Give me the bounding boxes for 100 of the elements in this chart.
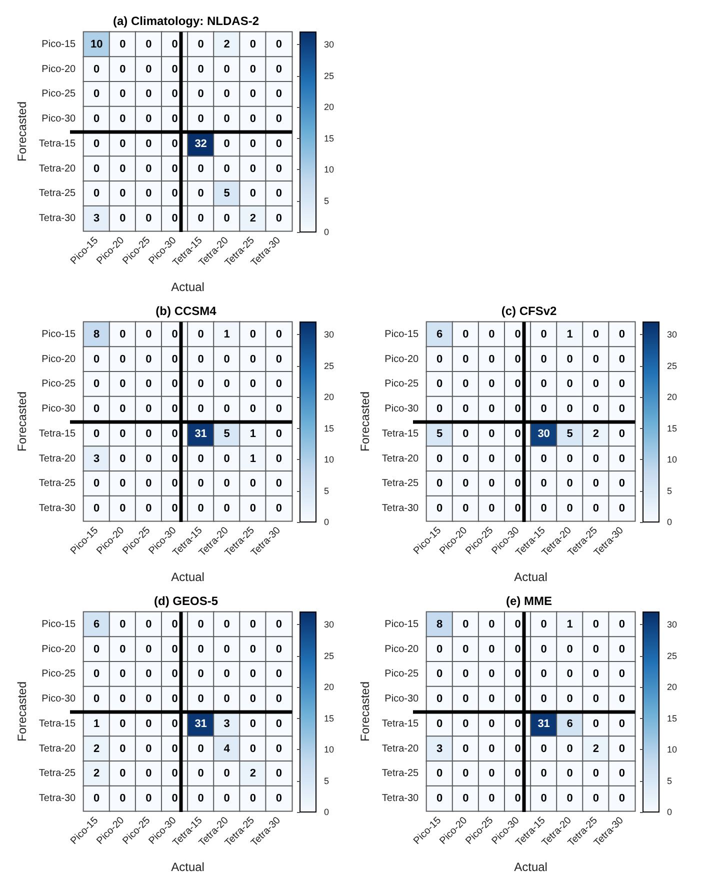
- data-label: 0: [276, 768, 282, 780]
- chart-title: (a) Climatology: NLDAS-2: [112, 14, 260, 28]
- data-label: 0: [146, 88, 152, 100]
- data-label: 0: [172, 353, 178, 366]
- data-label: 0: [462, 742, 469, 755]
- y-axis-title: Forecasted: [358, 391, 372, 452]
- color-bar-label: 25: [324, 650, 334, 661]
- data-label: 0: [514, 328, 521, 340]
- data-label: 31: [194, 718, 207, 730]
- data-label: 0: [198, 792, 204, 805]
- color-bar-label: 25: [324, 70, 334, 81]
- data-label: 0: [276, 38, 282, 50]
- data-label: 0: [566, 768, 573, 780]
- y-tick-label: Tetra-20: [38, 163, 76, 174]
- data-label: 0: [198, 478, 204, 490]
- data-label: 0: [172, 618, 178, 630]
- data-label: 0: [488, 403, 495, 416]
- data-label: 0: [94, 378, 100, 390]
- data-label: 10: [90, 38, 103, 50]
- data-label: 0: [198, 502, 204, 515]
- data-label: 0: [540, 693, 547, 706]
- data-label: 0: [120, 162, 126, 175]
- color-bar-label: 20: [324, 392, 334, 402]
- data-label: 0: [172, 113, 178, 126]
- data-label: 0: [488, 378, 495, 390]
- data-label: 0: [94, 643, 100, 656]
- data-label: 0: [250, 643, 256, 656]
- y-tick-label: Tetra-15: [38, 718, 76, 730]
- data-label: 0: [146, 38, 152, 50]
- color-bar-label: 25: [324, 360, 334, 371]
- data-label: 0: [224, 768, 230, 780]
- data-label: 0: [120, 718, 126, 730]
- data-label: 0: [488, 693, 495, 706]
- data-label: 0: [462, 643, 469, 656]
- data-label: 0: [146, 428, 152, 440]
- data-label: 0: [618, 618, 626, 630]
- data-label: 0: [224, 792, 230, 805]
- data-label: 1: [566, 618, 573, 630]
- data-label: 0: [172, 668, 178, 680]
- y-axis-title: Forecasted: [15, 101, 29, 162]
- data-label: 0: [462, 668, 469, 680]
- y-tick-label: Tetra-20: [38, 453, 76, 464]
- data-label: 0: [146, 668, 152, 680]
- data-label: 2: [592, 428, 599, 440]
- data-label: 0: [566, 668, 573, 680]
- data-label: 0: [514, 353, 521, 366]
- color-bar-label: 15: [667, 423, 678, 434]
- data-label: 0: [172, 643, 178, 656]
- data-label: 0: [488, 768, 495, 780]
- data-label: 0: [462, 618, 469, 630]
- data-label: 0: [120, 742, 126, 755]
- data-label: 0: [250, 668, 256, 680]
- data-label: 0: [224, 113, 230, 126]
- data-label: 0: [224, 618, 230, 630]
- data-label: 0: [120, 668, 126, 680]
- data-label: 0: [488, 742, 495, 755]
- data-label: 0: [488, 452, 495, 465]
- data-label: 3: [94, 452, 100, 465]
- color-bar-label: 30: [667, 620, 678, 630]
- y-tick-label: Tetra-15: [382, 428, 420, 440]
- data-label: 0: [250, 478, 256, 490]
- data-label: 0: [250, 693, 256, 706]
- x-axis-title: Actual: [171, 280, 204, 294]
- y-tick-label: Pico-20: [42, 354, 76, 365]
- data-label: 0: [566, 478, 573, 490]
- data-label: 0: [436, 768, 443, 780]
- data-label: 0: [618, 502, 626, 515]
- data-label: 0: [592, 643, 599, 656]
- data-label: 0: [250, 138, 256, 150]
- data-label: 0: [566, 353, 573, 366]
- color-bar-label: 10: [324, 164, 334, 174]
- y-tick-label: Pico-15: [42, 328, 76, 340]
- data-label: 0: [146, 328, 152, 340]
- data-label: 0: [592, 378, 599, 390]
- y-tick-label: Tetra-30: [38, 793, 76, 804]
- color-bar-label: 30: [324, 40, 334, 50]
- color-bar-label: 5: [324, 776, 330, 786]
- data-label: 0: [592, 452, 599, 465]
- y-tick-label: Pico-30: [42, 694, 76, 705]
- y-tick-label: Pico-30: [384, 404, 420, 415]
- data-label: 0: [566, 452, 573, 465]
- data-label: 0: [488, 502, 495, 515]
- data-label: 0: [250, 353, 256, 366]
- data-label: 0: [94, 162, 100, 175]
- data-label: 0: [146, 212, 152, 225]
- data-label: 0: [120, 693, 126, 706]
- data-label: 0: [618, 643, 626, 656]
- data-label: 0: [94, 792, 100, 805]
- data-label: 0: [94, 428, 100, 440]
- data-label: 0: [488, 618, 495, 630]
- data-label: 0: [436, 502, 443, 515]
- color-bar-label: 0: [324, 807, 330, 817]
- data-label: 1: [250, 452, 256, 465]
- data-label: 0: [540, 403, 547, 416]
- y-tick-label: Pico-20: [42, 64, 76, 75]
- data-label: 0: [488, 792, 495, 805]
- data-label: 0: [436, 718, 443, 730]
- data-label: 0: [488, 668, 495, 680]
- data-label: 0: [172, 428, 178, 440]
- data-label: 0: [146, 742, 152, 755]
